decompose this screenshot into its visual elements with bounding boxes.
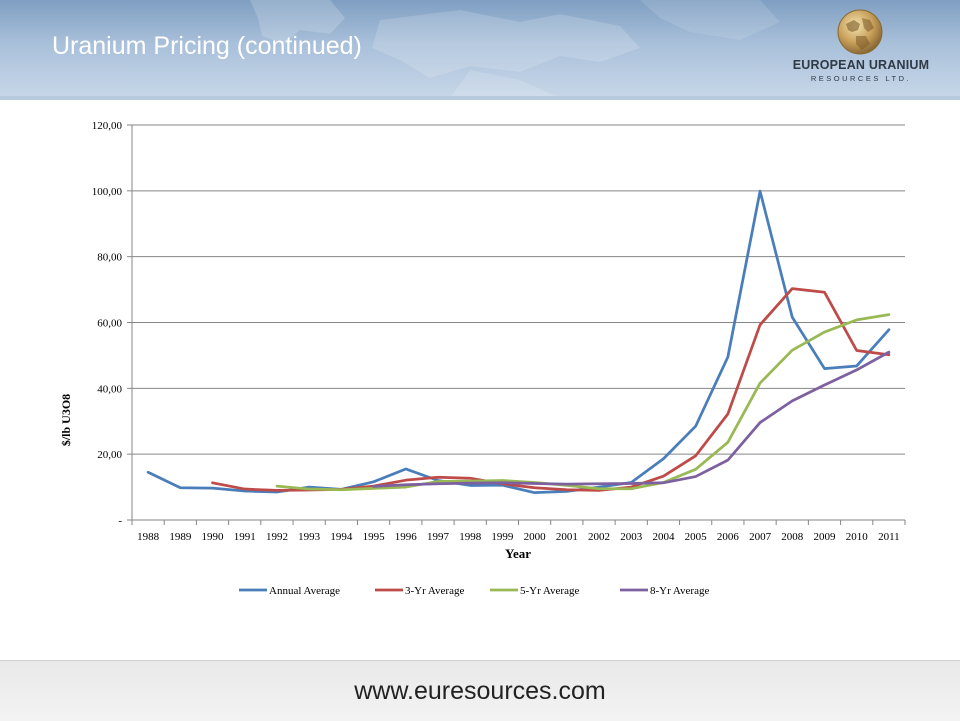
header-band [0, 96, 960, 100]
legend-label: 5-Yr Average [520, 585, 579, 597]
series-line-4 [372, 350, 891, 488]
logo-text-primary: EUROPEAN URANIUM [792, 58, 930, 72]
logo-text-secondary: RESOURCES LTD. [810, 74, 912, 83]
x-tick-label: 1989 [169, 531, 192, 543]
x-tick-label: 2007 [749, 531, 772, 543]
series-line-3 [275, 313, 891, 492]
y-tick-label: 40,00 [97, 383, 122, 395]
y-tick-label: 100,00 [92, 186, 123, 198]
chart-gridlines [132, 124, 905, 455]
y-tick-label: 60,00 [97, 318, 122, 330]
globe-icon [837, 9, 883, 55]
x-tick-label: 2009 [813, 531, 836, 543]
legend-label: 8-Yr Average [650, 585, 709, 597]
chart-axes [127, 124, 906, 525]
x-tick-label: 1999 [491, 531, 514, 543]
x-tick-label: 1994 [330, 531, 353, 543]
world-map-background [250, 0, 780, 98]
x-tick-label: 1995 [363, 531, 386, 543]
x-axis-label: Year [505, 546, 531, 561]
series-line-1 [146, 189, 891, 495]
y-tick-label: 120,00 [92, 120, 123, 132]
y-tick-label: - [118, 515, 122, 527]
x-tick-label: 2001 [556, 531, 578, 543]
chart-legend: Annual Average 3-Yr Average 5-Yr Average 8-… [239, 585, 709, 597]
x-tick-label: 1991 [234, 531, 256, 543]
y-tick-label: 20,00 [97, 449, 122, 461]
y-axis-ticks: - 20,00 40,00 60,00 80,00 100,00 120,00 [92, 120, 123, 527]
legend-label: 3-Yr Average [405, 585, 464, 597]
series-line-2 [211, 287, 891, 492]
x-tick-label: 2000 [524, 531, 547, 543]
x-tick-label: 1988 [137, 531, 160, 543]
x-tick-label: 1990 [202, 531, 225, 543]
x-tick-label: 1998 [459, 531, 482, 543]
slide-title: Uranium Pricing (continued) [52, 32, 362, 60]
x-tick-label: 1997 [427, 531, 450, 543]
x-tick-label: 1993 [298, 531, 321, 543]
x-tick-label: 2006 [717, 531, 740, 543]
y-axis-label: $/lb U3O8 [59, 394, 73, 446]
x-tick-label: 1992 [266, 531, 288, 543]
x-tick-label: 2008 [781, 531, 804, 543]
x-tick-label: 2010 [846, 531, 869, 543]
x-tick-label: 2004 [652, 531, 675, 543]
legend-label: Annual Average [269, 585, 340, 597]
slide-header: Uranium Pricing (continued) EUROPEAN URA… [0, 0, 960, 98]
slide-footer: www.euresources.com [0, 660, 960, 721]
x-tick-label: 2005 [685, 531, 708, 543]
footer-website-url: www.euresources.com [354, 677, 606, 705]
x-tick-label: 2002 [588, 531, 610, 543]
y-tick-label: 80,00 [97, 252, 122, 264]
chart-series [146, 189, 891, 495]
x-tick-label: 2003 [620, 531, 643, 543]
x-tick-label: 2011 [878, 531, 900, 543]
company-logo: EUROPEAN URANIUM RESOURCES LTD. [786, 6, 936, 90]
x-tick-label: 1996 [395, 531, 418, 543]
x-axis-ticks: 1988 1989 1990 1991 1992 1993 1994 1995 1996 1997… [137, 531, 900, 543]
